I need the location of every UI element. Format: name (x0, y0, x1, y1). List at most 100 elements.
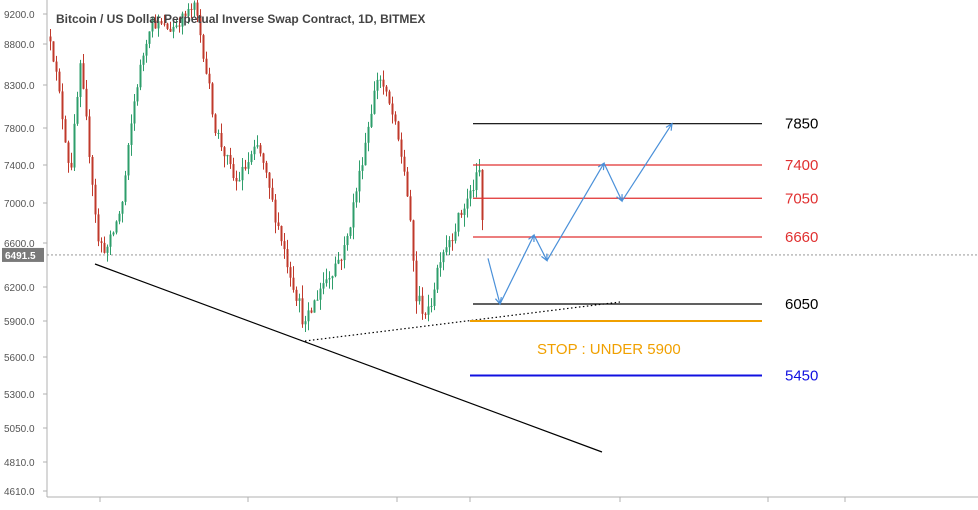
candle-body (295, 289, 298, 301)
candle-body (388, 91, 391, 104)
candle-body (430, 305, 433, 307)
candle-body (109, 234, 112, 247)
candle-body (442, 252, 445, 263)
candle-body (220, 133, 223, 148)
path-segment (499, 234, 535, 305)
candle-body (142, 55, 145, 65)
path-arrowhead (665, 122, 673, 131)
candle-body (163, 23, 166, 25)
path-segment (603, 162, 623, 202)
candle-body (202, 35, 205, 59)
candle-body (409, 196, 412, 221)
candle-body (358, 170, 361, 192)
candle-body (346, 235, 349, 246)
y-axis: 9200.0 8800.0 8300.0 7800.0 7400.0 7000.0 6600… (2, 10, 47, 498)
y-tick-label: 8300.0 (4, 81, 35, 92)
candle-body (103, 242, 106, 253)
candle-body (463, 208, 466, 215)
current-price-label: 6491.5 (5, 251, 36, 262)
candle-body (316, 299, 319, 301)
path-segment (487, 258, 501, 305)
candle-body (232, 164, 235, 178)
candle-body (286, 249, 289, 268)
candle-body (223, 147, 226, 157)
candle-body (475, 172, 478, 191)
path-segment (621, 123, 673, 202)
candle-body (172, 26, 175, 32)
candle-body (127, 144, 130, 176)
candle-body (229, 155, 232, 165)
descending-trendline (94, 263, 603, 453)
candle-body (469, 190, 472, 199)
candle-body (448, 240, 451, 248)
level-label: 7050 (785, 190, 818, 207)
candle-body (148, 31, 151, 44)
candle-body (364, 142, 367, 166)
candle-body (271, 187, 274, 200)
candle-body (82, 63, 85, 89)
candle-body (340, 259, 343, 261)
candle-body (247, 162, 250, 169)
candle-body (406, 171, 409, 197)
y-tick-label: 8800.0 (4, 40, 35, 51)
y-tick-label: 7800.0 (4, 124, 35, 135)
candle-body (190, 8, 193, 10)
candle-body (400, 139, 403, 157)
candle-body (130, 123, 133, 145)
candle-body (250, 154, 253, 163)
candle-body (433, 289, 436, 306)
candle-body (241, 166, 244, 181)
candle-body (421, 295, 424, 314)
candle-body (382, 79, 385, 87)
candle-body (259, 145, 262, 154)
candle-body (181, 13, 184, 27)
candle-body (139, 64, 142, 88)
candle-body (55, 61, 58, 72)
candle-body (193, 2, 196, 10)
candle-body (289, 267, 292, 278)
candle-body (298, 298, 301, 301)
candle-body (70, 162, 73, 168)
trendlines (94, 263, 621, 453)
candle-body (88, 116, 91, 157)
candle-body (268, 172, 271, 188)
candle-body (49, 36, 52, 42)
candle-body (385, 86, 388, 92)
candle-body (439, 262, 442, 268)
candle-body (208, 73, 211, 84)
candle-body (367, 126, 370, 143)
candles (49, 0, 484, 333)
candle-body (325, 279, 328, 284)
candle-body (466, 198, 469, 209)
candle-body (283, 241, 286, 250)
candle-body (79, 63, 82, 97)
candle-body (322, 283, 325, 289)
candle-body (196, 2, 199, 16)
path-segment (546, 162, 605, 261)
candle-body (436, 267, 439, 290)
level-label: 6050 (785, 296, 818, 313)
candle-body (454, 231, 457, 241)
candle-body (151, 20, 154, 32)
y-tick-label: 5300.0 (4, 390, 35, 401)
candle-body (253, 146, 256, 155)
candle-body (277, 222, 280, 227)
level-label: 5450 (785, 368, 818, 385)
current-price-tag (2, 247, 44, 262)
candle-body (403, 156, 406, 172)
y-tick-label: 7000.0 (4, 199, 35, 210)
candle-body (457, 212, 460, 232)
candle-body (145, 43, 148, 56)
candle-body (349, 227, 352, 236)
y-tick-label: 6200.0 (4, 283, 35, 294)
candle-body (217, 133, 220, 135)
candle-body (304, 321, 307, 325)
candle-body (199, 15, 202, 36)
candle-body (307, 310, 310, 322)
y-tick-label: 4810.0 (4, 458, 35, 469)
candle-body (412, 220, 415, 261)
candle-body (124, 175, 127, 202)
candle-body (472, 190, 475, 192)
candle-body (112, 232, 115, 235)
